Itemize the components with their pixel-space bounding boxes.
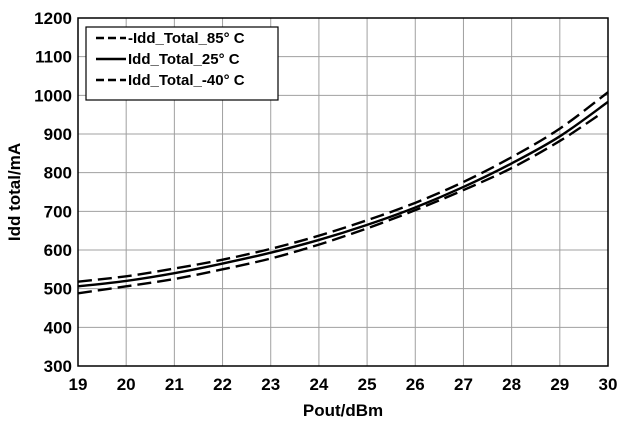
x-tick-label: 30 bbox=[599, 375, 618, 394]
legend-box bbox=[85, 26, 279, 101]
x-tick-label: 22 bbox=[213, 375, 232, 394]
legend-label: Idd_Total_-40° C bbox=[128, 72, 245, 89]
y-tick-label: 1100 bbox=[35, 48, 72, 67]
legend-label: Idd_Total_25° C bbox=[128, 51, 240, 68]
x-tick-label: 21 bbox=[165, 375, 184, 394]
y-tick-label: 600 bbox=[44, 241, 72, 260]
y-tick-label: 1200 bbox=[34, 9, 72, 28]
series-lines bbox=[77, 91, 609, 295]
y-axis-title: Idd total/mA bbox=[5, 143, 24, 241]
legend-items: -Idd_Total_85° C Idd_Total_25° C Idd_Total… bbox=[96, 30, 245, 89]
y-tick-label: 1000 bbox=[34, 86, 72, 105]
y-tick-label: 700 bbox=[44, 202, 72, 221]
legend: -Idd_Total_85° C Idd_Total_25° C Idd_Total… bbox=[85, 26, 279, 101]
series-line bbox=[77, 114, 600, 295]
x-tick-label: 27 bbox=[454, 375, 473, 394]
x-tick-label: 29 bbox=[550, 375, 569, 394]
legend-label: -Idd_Total_85° C bbox=[128, 30, 245, 47]
y-tick-label: 300 bbox=[44, 357, 72, 376]
x-tick-label: 24 bbox=[309, 375, 328, 394]
plot-frame bbox=[77, 17, 609, 367]
x-tick-label: 28 bbox=[502, 375, 521, 394]
series-line bbox=[77, 100, 609, 288]
x-tick-label: 26 bbox=[406, 375, 425, 394]
y-tick-label: 500 bbox=[44, 280, 72, 299]
y-tick-label: 800 bbox=[44, 164, 72, 183]
y-tick-label: 900 bbox=[44, 125, 72, 144]
y-tick-labels: 300 400 500 600 700 800 900 1000 1100 1200 bbox=[34, 9, 72, 376]
x-tick-label: 25 bbox=[358, 375, 377, 394]
series-line bbox=[77, 91, 609, 283]
x-axis-title: Pout/dBm bbox=[303, 401, 383, 420]
x-tick-label: 23 bbox=[261, 375, 280, 394]
y-tick-label: 400 bbox=[44, 318, 72, 337]
x-tick-label: 19 bbox=[69, 375, 88, 394]
x-tick-label: 20 bbox=[117, 375, 136, 394]
x-tick-labels: 19 20 21 22 23 24 25 26 27 28 29 30 bbox=[69, 375, 618, 394]
